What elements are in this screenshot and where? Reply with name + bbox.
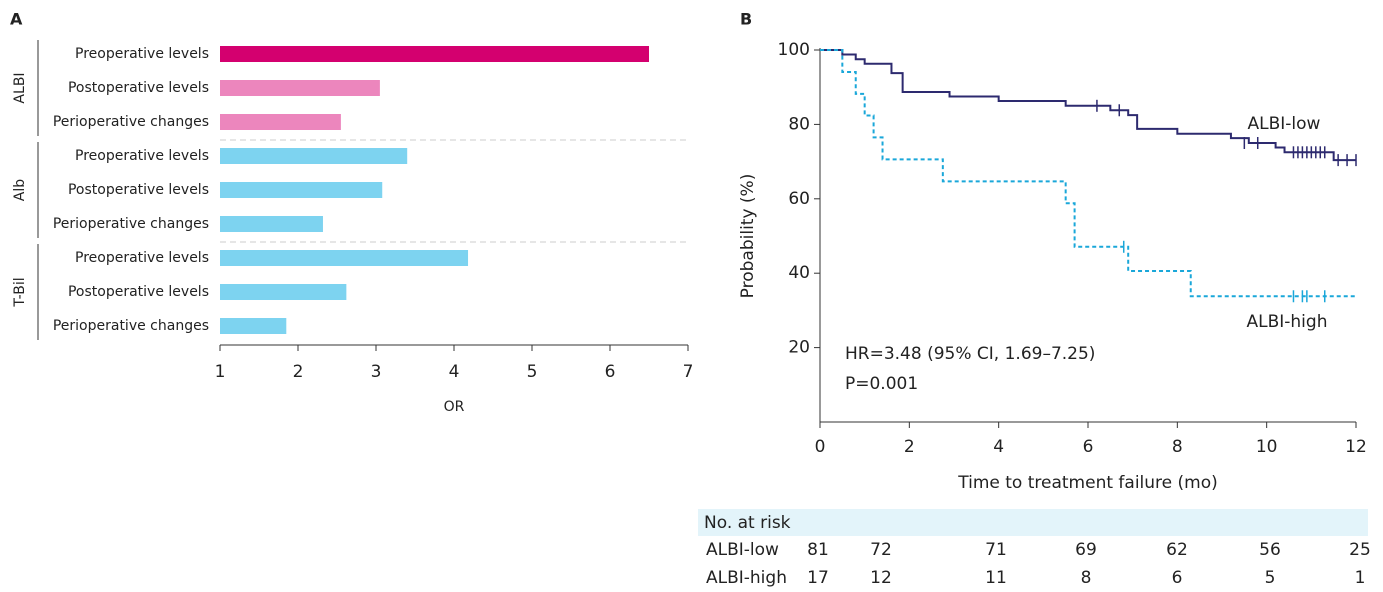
category-label: Preoperative levels [75, 148, 209, 164]
y-axis-label: Probability (%) [738, 174, 758, 299]
annotation: HR=3.48 (95% CI, 1.69–7.25) [845, 344, 1095, 364]
risk-count: 6 [1172, 568, 1183, 588]
x-tick-label: 2 [293, 362, 304, 382]
x-tick-label: 1 [215, 362, 226, 382]
survival-curve [820, 49, 1356, 298]
x-axis-label: OR [444, 399, 465, 415]
category-label: Postoperative levels [68, 80, 209, 96]
bar [220, 318, 287, 334]
bar [220, 216, 323, 232]
x-tick-label: 3 [371, 362, 382, 382]
category-label: Postoperative levels [68, 284, 209, 300]
group-label: Alb [12, 179, 28, 201]
risk-count: 17 [807, 568, 829, 588]
x-tick-label: 8 [1172, 437, 1183, 457]
y-tick-label: 80 [788, 114, 810, 134]
risk-count: 71 [985, 540, 1007, 560]
bar [220, 80, 380, 96]
bar [220, 114, 341, 130]
category-label: Preoperative levels [75, 250, 209, 266]
series-label: ALBI-high [1247, 312, 1328, 332]
bar [220, 250, 469, 266]
x-tick-label: 0 [815, 437, 826, 457]
x-axis-label: Time to treatment failure (mo) [957, 473, 1218, 493]
x-tick-label: 7 [683, 362, 694, 382]
x-tick-label: 12 [1345, 437, 1367, 457]
group-label: ALBI [12, 72, 28, 103]
x-tick-label: 4 [993, 437, 1004, 457]
group-label: T-Bil [12, 277, 28, 307]
x-tick-label: 10 [1256, 437, 1278, 457]
survival-curve [820, 49, 1356, 162]
panel-label: A [10, 10, 23, 29]
risk-count: 1 [1355, 568, 1366, 588]
risk-table-header-band [698, 509, 1368, 536]
y-tick-label: 60 [788, 189, 810, 209]
risk-count: 8 [1081, 568, 1092, 588]
risk-count: 5 [1265, 568, 1276, 588]
x-tick-label: 5 [527, 362, 538, 382]
x-tick-label: 2 [904, 437, 915, 457]
risk-count: 81 [807, 540, 829, 560]
category-label: Perioperative changes [53, 318, 209, 334]
x-tick-label: 6 [605, 362, 616, 382]
series-label: ALBI-low [1248, 114, 1321, 134]
risk-count: 12 [870, 568, 892, 588]
risk-row-label: ALBI-high [706, 568, 787, 588]
risk-count: 72 [870, 540, 892, 560]
y-tick-label: 40 [788, 263, 810, 283]
risk-count: 69 [1075, 540, 1097, 560]
category-label: Perioperative changes [53, 114, 209, 130]
risk-row-label: ALBI-low [706, 540, 779, 560]
category-label: Perioperative changes [53, 216, 209, 232]
x-tick-label: 6 [1083, 437, 1094, 457]
panel-label: B [740, 10, 752, 29]
bar [220, 148, 408, 164]
y-tick-label: 20 [788, 338, 810, 358]
y-tick-label: 100 [778, 40, 810, 60]
risk-count: 25 [1349, 540, 1371, 560]
bar [220, 284, 347, 300]
risk-count: 11 [985, 568, 1007, 588]
bar [220, 46, 649, 62]
risk-count: 56 [1259, 540, 1281, 560]
bar [220, 182, 383, 198]
annotation: P=0.001 [845, 374, 918, 394]
category-label: Preoperative levels [75, 46, 209, 62]
risk-count: 62 [1166, 540, 1188, 560]
x-tick-label: 4 [449, 362, 460, 382]
category-label: Postoperative levels [68, 182, 209, 198]
risk-table-title: No. at risk [704, 513, 791, 533]
